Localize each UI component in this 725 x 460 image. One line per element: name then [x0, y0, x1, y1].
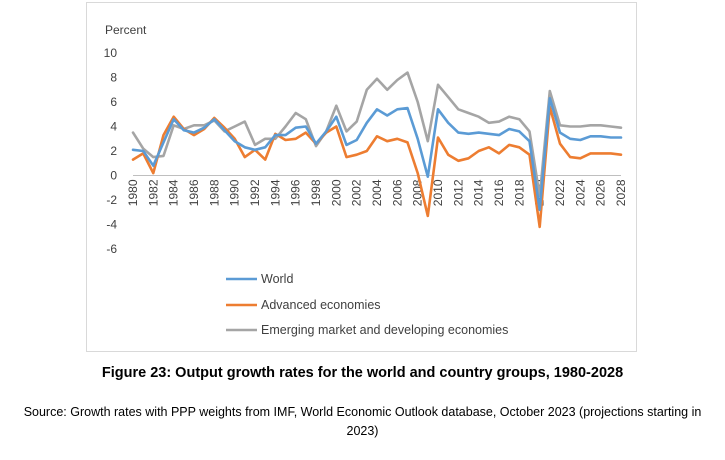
chart-container: Percent 10 8 6 4 2 0 -2 -4 -6 1980 1982 1984 1986 1988…: [86, 2, 637, 352]
x-tick-label: 1998: [309, 179, 323, 206]
source-note: Source: Growth rates with PPP weights fr…: [23, 405, 702, 438]
x-tick-label: 2016: [492, 179, 506, 206]
x-tick-label: 1984: [167, 179, 181, 206]
y-axis-title: Percent: [105, 23, 147, 37]
legend-label: World: [261, 272, 293, 286]
x-tick-label: 2018: [512, 179, 526, 206]
x-tick-label: 2022: [553, 179, 567, 206]
y-tick-label: 4: [110, 120, 117, 134]
x-tick-label: 2000: [329, 179, 343, 206]
y-tick-label: -6: [106, 242, 117, 256]
x-tick-label: 1980: [126, 179, 140, 206]
figure-caption: Figure 23: Output growth rates for the w…: [101, 365, 624, 381]
x-tick-label: 1994: [268, 179, 282, 206]
x-tick-label: 2012: [451, 179, 465, 206]
x-tick-label: 2026: [594, 179, 608, 206]
x-tick-label: 2006: [390, 179, 404, 206]
y-tick-label: 8: [110, 71, 117, 85]
x-tick-label: 1982: [146, 179, 160, 206]
x-tick-label: 1986: [187, 179, 201, 206]
x-tick-label: 2028: [614, 179, 628, 206]
y-tick-label: -4: [106, 218, 117, 232]
legend-label: Advanced economies: [261, 298, 381, 312]
x-tick-label: 1992: [248, 179, 262, 206]
series-line-0: [131, 97, 623, 212]
line-chart: Percent 10 8 6 4 2 0 -2 -4 -6 1980 1982 1984 1986 1988…: [104, 23, 628, 337]
x-tick-label: 2010: [431, 179, 445, 206]
x-tick-label: 2024: [573, 179, 587, 206]
y-tick-label: 6: [110, 95, 117, 109]
y-tick-label: -2: [106, 193, 117, 207]
y-tick-label: 0: [110, 169, 117, 183]
x-tick-label: 2014: [472, 179, 486, 206]
x-tick-label: 2004: [370, 179, 384, 206]
x-tick-label: 1996: [289, 179, 303, 206]
y-tick-label: 2: [110, 144, 117, 158]
x-tick-label: 1988: [207, 179, 221, 206]
x-tick-label: 1990: [228, 179, 242, 206]
legend-label: Emerging market and developing economies: [261, 323, 508, 337]
x-tick-label: 2002: [350, 179, 364, 206]
y-tick-label: 10: [104, 46, 118, 60]
